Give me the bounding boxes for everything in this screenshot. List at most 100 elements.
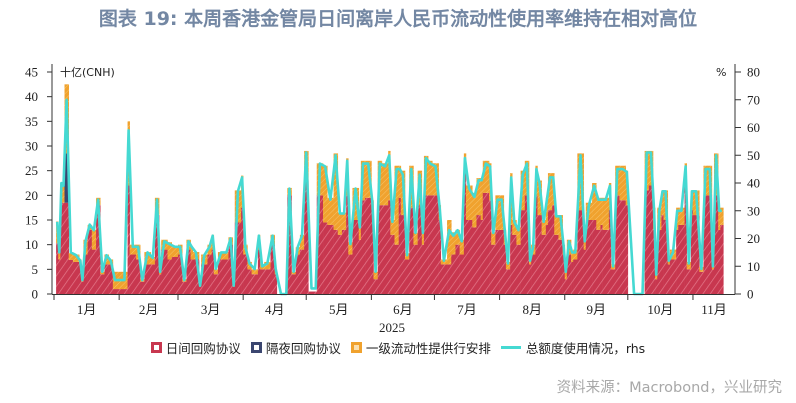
bar-liquidity-facility (482, 160, 490, 193)
bar-liquidity-facility (264, 261, 271, 270)
bar-intraday-repo (476, 215, 481, 294)
bar-intraday-repo (140, 281, 145, 294)
bar-intraday-repo (455, 244, 460, 294)
bar-intraday-repo (373, 279, 378, 294)
left-tick-label: 20 (25, 188, 38, 203)
bar-liquidity-facility (373, 271, 378, 280)
bar-intraday-repo (577, 210, 584, 294)
bar-intraday-repo (625, 205, 629, 294)
bar-intraday-repo (554, 234, 559, 294)
bar-liquidity-facility (678, 207, 685, 225)
left-tick-label: 0 (32, 287, 39, 302)
bar-liquidity-facility (619, 165, 627, 201)
bar-intraday-repo (531, 254, 536, 294)
legend-label: 日间回购协议 (165, 341, 241, 356)
right-tick-label: 30 (747, 203, 760, 218)
left-axis-unit: 十亿(CNH) (60, 65, 115, 79)
bar-intraday-repo (192, 259, 200, 294)
bar-intraday-repo (409, 207, 414, 294)
bar-liquidity-facility (718, 207, 721, 230)
bar-liquidity-facility (190, 247, 194, 260)
x-axis-year-label: 2025 (379, 320, 405, 335)
bar-liquidity-facility (541, 220, 547, 235)
bar-intraday-repo (150, 264, 156, 294)
legend-label: 总额度使用情况，rhs (525, 341, 646, 356)
bar-intraday-repo (684, 185, 687, 294)
bar-intraday-repo (72, 261, 80, 294)
bar-liquidity-facility (655, 274, 658, 280)
bar-liquidity-facility (348, 242, 353, 255)
bar-liquidity-facility (472, 192, 477, 228)
bar-liquidity-facility (68, 253, 74, 260)
bar-intraday-repo (713, 195, 719, 294)
bar-intraday-repo (91, 249, 97, 294)
bar-liquidity-facility (62, 185, 65, 203)
bar-intraday-repo (516, 244, 521, 294)
bar-intraday-repo (405, 259, 410, 294)
bar-intraday-repo (341, 229, 347, 294)
bar-intraday-repo (558, 239, 563, 294)
bar-intraday-repo (459, 254, 465, 294)
bar-intraday-repo (644, 190, 650, 294)
bar-intraday-repo (121, 289, 128, 294)
bar-intraday-repo (232, 286, 236, 294)
bar-intraday-repo (388, 200, 391, 294)
bar-intraday-repo (264, 269, 271, 294)
bar-liquidity-facility (547, 173, 553, 211)
legend-label: 一级流动性提供行安排 (365, 341, 491, 356)
bar-intraday-repo (327, 224, 334, 294)
x-tick-label: 10月 (647, 302, 673, 317)
bar-intraday-repo (352, 220, 360, 294)
bar-intraday-repo (360, 200, 366, 294)
bar-intraday-repo (190, 259, 194, 294)
bar-intraday-repo (703, 195, 708, 294)
bar-intraday-repo (144, 264, 151, 294)
bar-intraday-repo (182, 281, 187, 294)
bar-intraday-repo (348, 254, 353, 294)
bar-intraday-repo (394, 244, 399, 294)
bar-intraday-repo (117, 289, 122, 294)
bar-liquidity-facility (381, 163, 389, 206)
left-tick-label: 45 (25, 65, 38, 80)
right-tick-label: 50 (747, 148, 760, 163)
bar-liquidity-facility (583, 239, 587, 250)
bar-liquidity-facility (451, 232, 456, 255)
bar-intraday-repo (56, 243, 59, 294)
bar-intraday-repo (615, 195, 620, 294)
bar-intraday-repo (566, 254, 572, 294)
bar-intraday-repo (541, 234, 547, 294)
bar-intraday-repo (257, 249, 261, 294)
bar-intraday-repo (64, 202, 70, 294)
bar-liquidity-facility (476, 178, 481, 216)
bar-liquidity-facility (58, 253, 61, 260)
bar-liquidity-facility (571, 252, 574, 262)
bar-intraday-repo (432, 195, 439, 294)
bar-intraday-repo (718, 229, 721, 294)
bar-intraday-repo (547, 210, 553, 294)
bar-intraday-repo (62, 202, 65, 294)
legend-swatch-red (150, 342, 162, 353)
bar-intraday-repo (108, 264, 114, 294)
bar-liquidity-facility (213, 269, 219, 275)
bar-intraday-repo (186, 249, 191, 294)
bar-intraday-repo (100, 274, 105, 294)
bar-intraday-repo (314, 291, 318, 294)
bar-intraday-repo (520, 210, 526, 294)
bar-liquidity-facility (337, 212, 343, 235)
bar-liquidity-facility (491, 232, 496, 245)
legend: 日间回购协议 隔夜回购协议 一级流动性提供行安排 总额度使用情况，rhs (0, 338, 796, 357)
bar-intraday-repo (648, 185, 654, 294)
bar-intraday-repo (213, 274, 219, 294)
bar-intraday-repo (346, 195, 349, 294)
bar-intraday-repo (421, 244, 425, 294)
bar-intraday-repo (81, 281, 84, 294)
x-tick-label: 8月 (522, 302, 542, 317)
left-tick-label: 10 (25, 237, 38, 252)
bar-intraday-repo (129, 254, 137, 294)
right-tick-label: 20 (747, 231, 760, 246)
bar-liquidity-facility (592, 183, 597, 220)
left-tick-label: 5 (32, 262, 39, 277)
bar-intraday-repo (667, 264, 671, 294)
bar-overnight-repo (64, 153, 70, 203)
